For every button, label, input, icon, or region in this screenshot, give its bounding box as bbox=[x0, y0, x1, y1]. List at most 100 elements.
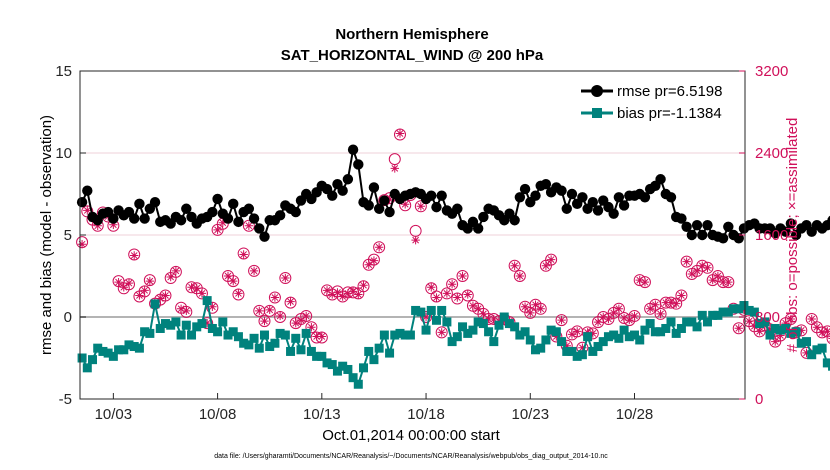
obs-assimilated-marker bbox=[645, 304, 655, 313]
bias-marker bbox=[431, 315, 441, 325]
obs-assimilated-marker bbox=[771, 337, 780, 346]
obs-assimilated-marker bbox=[578, 343, 587, 352]
bias-marker bbox=[150, 299, 160, 309]
obs-assimilated-marker bbox=[364, 260, 373, 269]
rmse-marker bbox=[509, 215, 520, 226]
obs-assimilated-marker bbox=[192, 284, 201, 293]
obs-assimilated-marker bbox=[187, 283, 196, 292]
rmse-marker bbox=[259, 231, 270, 242]
bias-marker bbox=[557, 337, 567, 347]
rmse-marker bbox=[733, 233, 744, 244]
rmse-marker bbox=[561, 203, 572, 214]
bias-marker bbox=[807, 350, 817, 360]
obs-assimilated-marker bbox=[156, 294, 165, 303]
obs-assimilated-marker bbox=[130, 251, 139, 260]
bias-marker bbox=[630, 330, 640, 340]
bias-marker bbox=[624, 332, 634, 342]
bias-marker bbox=[822, 358, 830, 368]
obs-assimilated-marker bbox=[291, 318, 300, 328]
bias-marker bbox=[181, 320, 191, 330]
obs-assimilated-marker bbox=[93, 221, 102, 230]
rmse-marker bbox=[337, 185, 348, 196]
left-axis-label: rmse and bias (model - observation) bbox=[38, 115, 55, 355]
obs-assimilated-marker bbox=[171, 266, 181, 276]
obs-assimilated-marker bbox=[255, 306, 264, 316]
rmse-marker bbox=[347, 144, 359, 155]
rmse-marker bbox=[76, 197, 88, 208]
bias-marker bbox=[369, 355, 379, 365]
right-axis: 0 800 1600 2400 3200 bbox=[739, 63, 788, 408]
bias-marker bbox=[812, 345, 822, 355]
bias-marker bbox=[416, 307, 426, 317]
obs-possible-marker bbox=[461, 289, 474, 302]
rmse-marker bbox=[592, 205, 604, 216]
obs-assimilated-marker bbox=[526, 308, 535, 318]
obs-assimilated-marker bbox=[755, 327, 764, 336]
obs-possible-marker bbox=[305, 321, 318, 334]
bias-marker bbox=[489, 337, 499, 347]
obs-possible-marker bbox=[253, 304, 266, 317]
rmse-marker bbox=[254, 223, 265, 234]
obs-assimilated-marker bbox=[708, 275, 717, 285]
bias-marker bbox=[233, 332, 243, 342]
rmse-marker bbox=[82, 185, 93, 196]
rmse-marker bbox=[436, 190, 447, 201]
bias-marker bbox=[93, 343, 103, 353]
bias-marker bbox=[312, 351, 322, 361]
rmse-marker bbox=[384, 206, 395, 218]
bias-marker bbox=[593, 342, 603, 352]
left-tick-label: 10 bbox=[55, 145, 72, 162]
bias-marker bbox=[697, 310, 707, 320]
obs-possible-marker bbox=[732, 322, 745, 335]
obs-possible-marker bbox=[373, 241, 386, 254]
obs-assimilated-marker bbox=[473, 304, 483, 313]
obs-assimilated-marker bbox=[536, 304, 545, 313]
bias-marker bbox=[817, 343, 827, 353]
rmse-marker bbox=[608, 208, 619, 219]
bias-marker bbox=[108, 351, 118, 361]
rmse-marker bbox=[686, 229, 698, 241]
obs-assimilated-marker bbox=[218, 218, 227, 227]
bias-marker bbox=[546, 325, 556, 335]
obs-possible-marker bbox=[237, 247, 250, 260]
obs-assimilated-marker bbox=[432, 293, 441, 302]
obs-possible-marker bbox=[274, 311, 287, 323]
rmse-marker bbox=[353, 159, 364, 170]
obs-assimilated-marker bbox=[458, 271, 467, 281]
bias-marker bbox=[359, 363, 369, 373]
rmse-marker bbox=[691, 219, 703, 231]
obs-assimilated-marker bbox=[692, 266, 702, 276]
legend-bias-marker bbox=[592, 108, 602, 118]
left-tick-label: 0 bbox=[64, 309, 72, 326]
rmse-marker bbox=[243, 203, 255, 214]
bias-marker bbox=[650, 327, 660, 337]
obs-possible-marker bbox=[654, 307, 667, 320]
rmse-marker bbox=[181, 203, 192, 214]
legend: rmse pr=6.5198 bias pr=-1.1384 bbox=[581, 83, 722, 122]
bias-marker bbox=[781, 323, 791, 333]
rmse-marker bbox=[373, 203, 385, 214]
bias-marker bbox=[426, 305, 436, 315]
obs-assimilated-marker bbox=[698, 261, 707, 270]
obs-possible-marker bbox=[279, 272, 292, 285]
bias-marker bbox=[713, 310, 723, 320]
obs-assimilated-marker bbox=[374, 243, 384, 252]
obs-assimilated-marker bbox=[109, 220, 118, 229]
obs-assimilated-marker bbox=[202, 318, 212, 328]
rmse-series bbox=[76, 144, 830, 244]
obs-assimilated-marker bbox=[354, 290, 363, 299]
obs-possible-marker bbox=[169, 265, 182, 278]
obs-assimilated-marker bbox=[427, 283, 436, 292]
obs-assimilated-marker bbox=[718, 277, 728, 287]
obs-assimilated-marker bbox=[531, 300, 540, 309]
obs-assimilated-marker bbox=[468, 301, 478, 310]
right-tick-label: 0 bbox=[755, 391, 763, 408]
obs-assimilated-marker bbox=[281, 273, 290, 283]
obs-assimilated-marker bbox=[546, 255, 556, 264]
obs-assimilated-marker bbox=[625, 315, 634, 325]
bias-marker bbox=[739, 301, 749, 311]
obs-possible-marker bbox=[143, 274, 156, 287]
left-tick-label: 5 bbox=[64, 227, 72, 244]
obs-assimilated-marker bbox=[599, 312, 608, 322]
bias-marker bbox=[421, 325, 431, 335]
